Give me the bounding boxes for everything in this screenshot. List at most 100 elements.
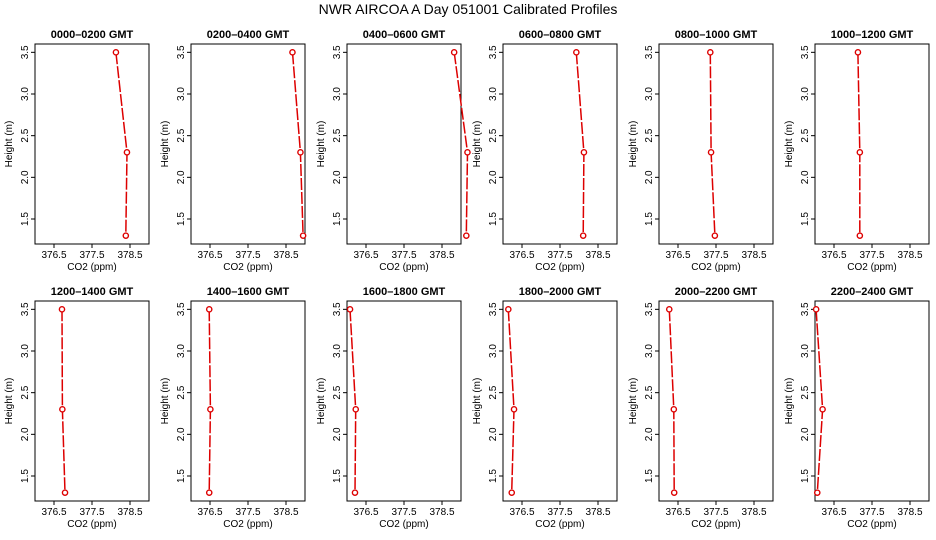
x-tick-label: 376.5 <box>509 250 534 261</box>
x-tick-label: 378.5 <box>429 250 454 261</box>
x-tick-label: 378.5 <box>741 250 766 261</box>
x-tick-label: 378.5 <box>585 507 610 518</box>
y-tick-label: 3.0 <box>176 344 187 358</box>
profile-line <box>507 309 515 493</box>
y-tick-label: 2.5 <box>176 128 187 142</box>
panel-title: 1200–1400 GMT <box>51 286 134 298</box>
x-tick-label: 377.5 <box>703 250 728 261</box>
panel-title: 0800–1000 GMT <box>675 29 758 41</box>
x-tick-label: 377.5 <box>547 507 572 518</box>
y-tick-label: 2.0 <box>20 170 31 184</box>
data-point <box>579 232 587 239</box>
panel-title: 1800–2000 GMT <box>519 286 602 298</box>
x-axis-label: CO2 (ppm) <box>691 519 740 530</box>
y-axis-label: Height (m) <box>316 378 327 425</box>
data-point <box>510 406 518 413</box>
y-tick-label: 1.5 <box>20 469 31 483</box>
panel-11: 2000–2200 GMT 376.5 377.5 378.5 1.5 2.0 2.5 3.0… <box>628 286 774 530</box>
y-tick-label: 2.0 <box>800 170 811 184</box>
data-point <box>670 489 678 496</box>
x-tick-label: 376.5 <box>509 507 534 518</box>
y-tick-label: 2.0 <box>488 170 499 184</box>
x-tick-label: 376.5 <box>353 507 378 518</box>
data-point <box>711 232 719 239</box>
panel-1: 0000–0200 GMT 376.5 377.5 378.5 1.5 2.0 2.5 3.0… <box>4 29 150 273</box>
profile-line <box>291 52 304 236</box>
y-axis-label: Height (m) <box>472 378 483 425</box>
panel-5: 0800–1000 GMT 376.5 377.5 378.5 1.5 2.0 2.5 3.0… <box>628 29 774 273</box>
plot-frame <box>34 300 150 502</box>
plot-frame <box>658 300 774 502</box>
y-tick-label: 3.0 <box>644 344 655 358</box>
y-axis-label: Height (m) <box>784 378 795 425</box>
panel-9: 1600–1800 GMT 376.5 377.5 378.5 1.5 2.0 2.5 3.0… <box>316 286 462 530</box>
x-tick-label: 376.5 <box>821 507 846 518</box>
y-tick-label: 1.5 <box>644 469 655 483</box>
y-tick-label: 2.0 <box>800 427 811 441</box>
profile-line <box>857 52 861 236</box>
y-tick-label: 3.5 <box>332 302 343 316</box>
plot-frame <box>502 43 618 245</box>
plot-frame <box>814 300 930 502</box>
y-tick-label: 3.0 <box>20 87 31 101</box>
x-tick-label: 377.5 <box>235 507 260 518</box>
x-axis-label: CO2 (ppm) <box>67 519 116 530</box>
data-point <box>819 406 826 413</box>
y-tick-label: 2.5 <box>488 385 499 399</box>
y-tick-label: 3.5 <box>176 302 187 316</box>
x-axis-label: CO2 (ppm) <box>535 519 584 530</box>
x-tick-label: 377.5 <box>703 507 728 518</box>
panel-title: 2000–2200 GMT <box>675 286 758 298</box>
data-point <box>352 406 360 413</box>
panel-title: 2200–2400 GMT <box>831 286 914 298</box>
y-tick-label: 1.5 <box>488 469 499 483</box>
x-axis-label: CO2 (ppm) <box>691 262 740 273</box>
y-tick-label: 3.0 <box>800 87 811 101</box>
panel-title: 0400–0600 GMT <box>363 29 446 41</box>
y-tick-label: 3.5 <box>644 45 655 59</box>
y-axis-label: Height (m) <box>160 378 171 425</box>
y-tick-label: 2.5 <box>332 385 343 399</box>
y-axis-label: Height (m) <box>4 378 15 425</box>
x-tick-label: 377.5 <box>79 507 104 518</box>
plot-frame <box>658 43 774 245</box>
y-tick-label: 2.5 <box>20 385 31 399</box>
profile-line <box>668 309 675 493</box>
data-point <box>205 306 213 313</box>
x-tick-label: 377.5 <box>547 250 572 261</box>
y-tick-label: 1.5 <box>176 469 187 483</box>
data-point <box>670 406 678 413</box>
x-axis-label: CO2 (ppm) <box>379 262 428 273</box>
y-tick-label: 3.0 <box>488 344 499 358</box>
x-tick-label: 377.5 <box>391 507 416 518</box>
data-point <box>112 49 120 56</box>
y-tick-label: 1.5 <box>332 469 343 483</box>
x-tick-label: 378.5 <box>741 507 766 518</box>
x-tick-label: 378.5 <box>429 507 454 518</box>
x-axis-label: CO2 (ppm) <box>847 519 896 530</box>
data-point <box>707 49 714 56</box>
panel-title: 1400–1600 GMT <box>207 286 290 298</box>
plot-frame <box>346 300 462 502</box>
y-tick-label: 1.5 <box>332 212 343 226</box>
data-point <box>59 406 66 413</box>
x-tick-label: 377.5 <box>859 507 884 518</box>
panel-8: 1400–1600 GMT 376.5 377.5 378.5 1.5 2.0 2.5 3.0… <box>160 286 306 530</box>
x-tick-label: 378.5 <box>273 250 298 261</box>
x-axis-label: CO2 (ppm) <box>535 262 584 273</box>
y-tick-label: 3.0 <box>20 344 31 358</box>
plot-frame <box>190 300 306 502</box>
y-tick-label: 3.0 <box>488 87 499 101</box>
x-tick-label: 376.5 <box>197 507 222 518</box>
plot-frame <box>814 43 930 245</box>
x-tick-label: 376.5 <box>665 250 690 261</box>
y-tick-label: 3.0 <box>176 87 187 101</box>
profile-line <box>709 52 716 236</box>
x-tick-label: 378.5 <box>585 250 610 261</box>
x-tick-label: 376.5 <box>41 507 66 518</box>
data-point <box>351 489 359 496</box>
panel-title: 1600–1800 GMT <box>363 286 446 298</box>
data-point <box>707 149 715 156</box>
x-tick-label: 377.5 <box>391 250 416 261</box>
